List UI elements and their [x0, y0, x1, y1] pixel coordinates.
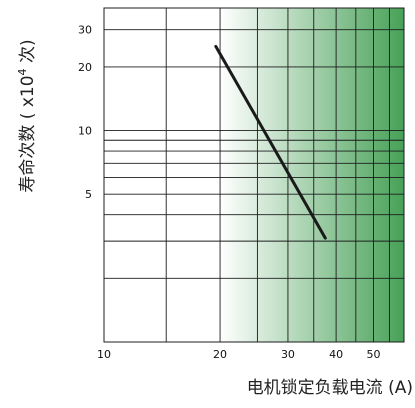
- x-tick-label: 10: [97, 348, 111, 361]
- x-tick-label: 20: [213, 348, 227, 361]
- x-tick-label: 50: [366, 348, 380, 361]
- y-tick-label: 30: [78, 24, 92, 37]
- y-tick-label: 10: [78, 125, 92, 138]
- x-tick-labels: 10 20 30 40 50: [97, 348, 380, 361]
- plot-border: [103, 7, 405, 343]
- y-axis-title-tail: 次): [18, 39, 38, 68]
- x-tick-label: 40: [329, 348, 343, 361]
- y-axis-title: 寿命次数 ( x104 次): [16, 39, 38, 192]
- x-axis-title: 电机锁定负载电流 (A): [247, 378, 413, 398]
- y-tick-labels: 5 10 20 30: [78, 24, 92, 202]
- x-tick-label: 30: [281, 348, 295, 361]
- y-tick-label: 20: [78, 61, 92, 74]
- y-axis-title-main: 寿命次数 ( x10: [18, 75, 38, 192]
- y-tick-label: 5: [85, 188, 92, 201]
- shaded-region: [220, 8, 404, 342]
- series-line: [214, 44, 327, 240]
- series-layer: [214, 44, 327, 240]
- y-axis-title-exponent: 4: [16, 68, 29, 75]
- plot-frame: [103, 7, 405, 343]
- plot-background: [104, 8, 404, 342]
